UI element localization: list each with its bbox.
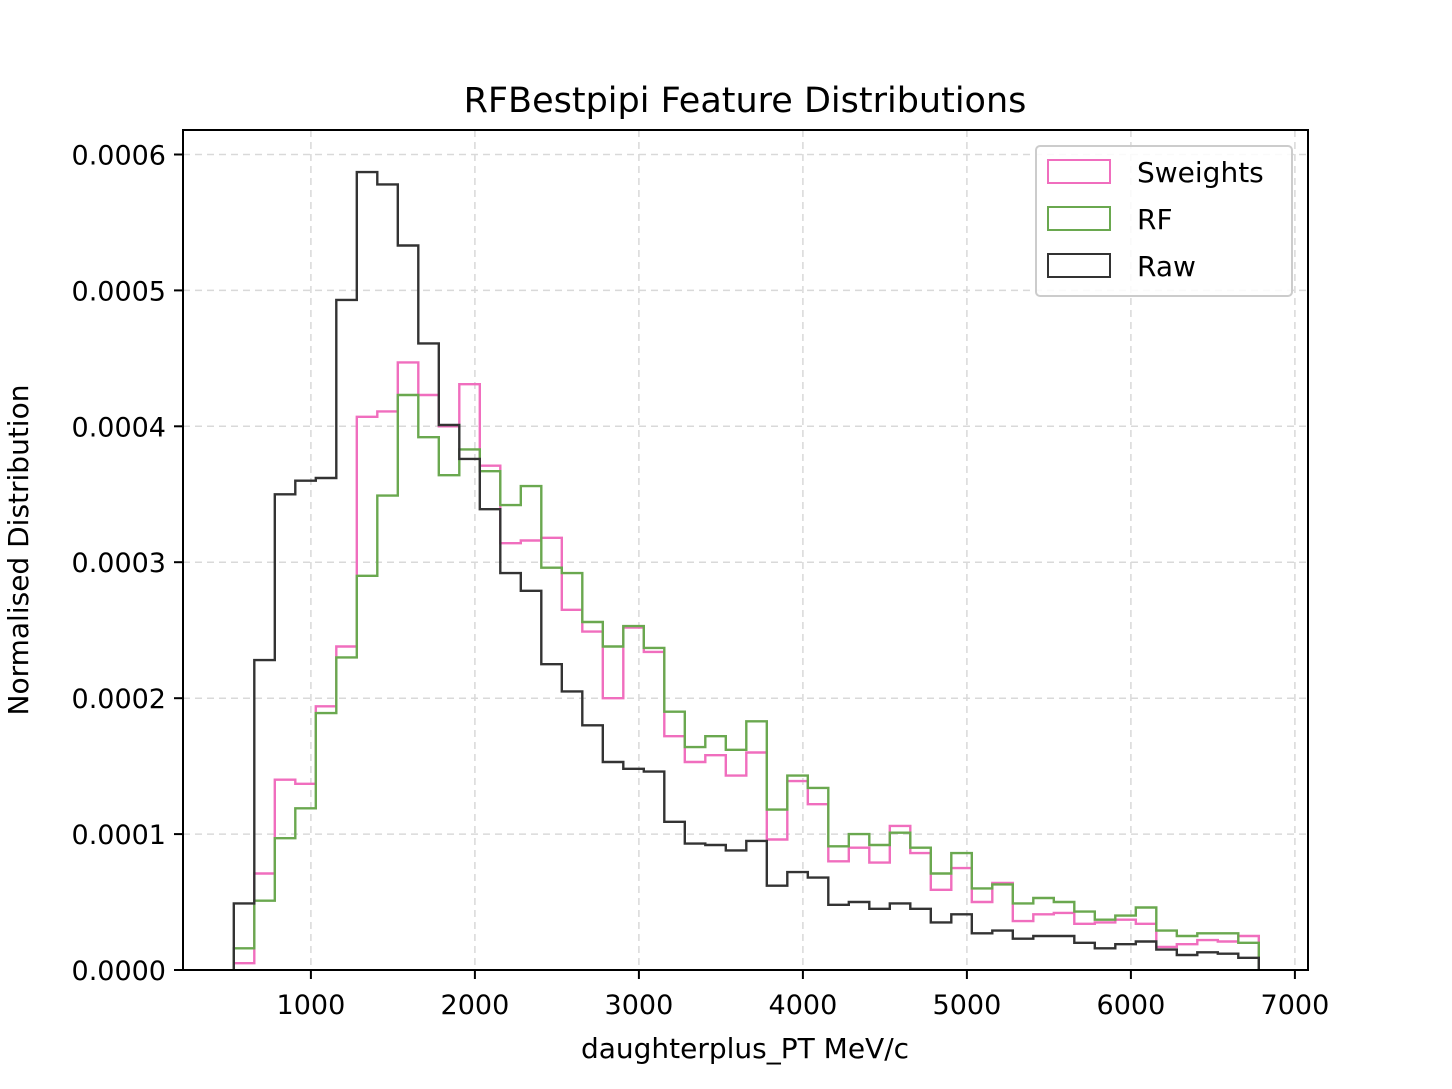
legend-label-raw: Raw [1137, 250, 1196, 283]
y-tick-label: 0.0006 [72, 141, 166, 172]
x-tick-label: 6000 [1097, 990, 1166, 1021]
y-axis-label: Normalised Distribution [2, 385, 35, 716]
legend: Sweights RF Raw [1035, 145, 1293, 297]
x-tick-label: 1000 [277, 990, 346, 1021]
series-raw-step-line [232, 170, 1260, 970]
series-rf-step-line [232, 393, 1260, 970]
plot-frame [182, 129, 1309, 971]
y-tick-label: 0.0003 [72, 548, 166, 579]
y-tick-label: 0.0005 [72, 276, 166, 307]
y-tick-label: 0.0000 [72, 956, 166, 987]
legend-label-sweights: Sweights [1137, 156, 1264, 189]
chart-title: RFBestpipi Feature Distributions [464, 81, 1027, 121]
legend-swatch-raw [1047, 253, 1111, 278]
legend-swatch-sweights [1047, 159, 1111, 184]
x-tick-label: 2000 [441, 990, 510, 1021]
series-sweights-step-line [232, 361, 1260, 970]
x-tick-label: 4000 [769, 990, 838, 1021]
y-tick-label: 0.0004 [72, 412, 166, 443]
x-tick-label: 7000 [1261, 990, 1330, 1021]
axis-ticks: 1000 2000 3000 4000 5000 6000 7000 0.0000 0.0001… [72, 141, 1330, 1022]
series-layer [232, 170, 1260, 970]
y-tick-label: 0.0002 [72, 684, 166, 715]
legend-swatch-rf [1047, 206, 1111, 231]
x-axis-label: daughterplus_PT MeV/c [581, 1032, 909, 1065]
x-tick-label: 5000 [933, 990, 1002, 1021]
legend-label-rf: RF [1137, 203, 1173, 236]
x-tick-label: 3000 [605, 990, 674, 1021]
y-tick-label: 0.0001 [72, 820, 166, 851]
